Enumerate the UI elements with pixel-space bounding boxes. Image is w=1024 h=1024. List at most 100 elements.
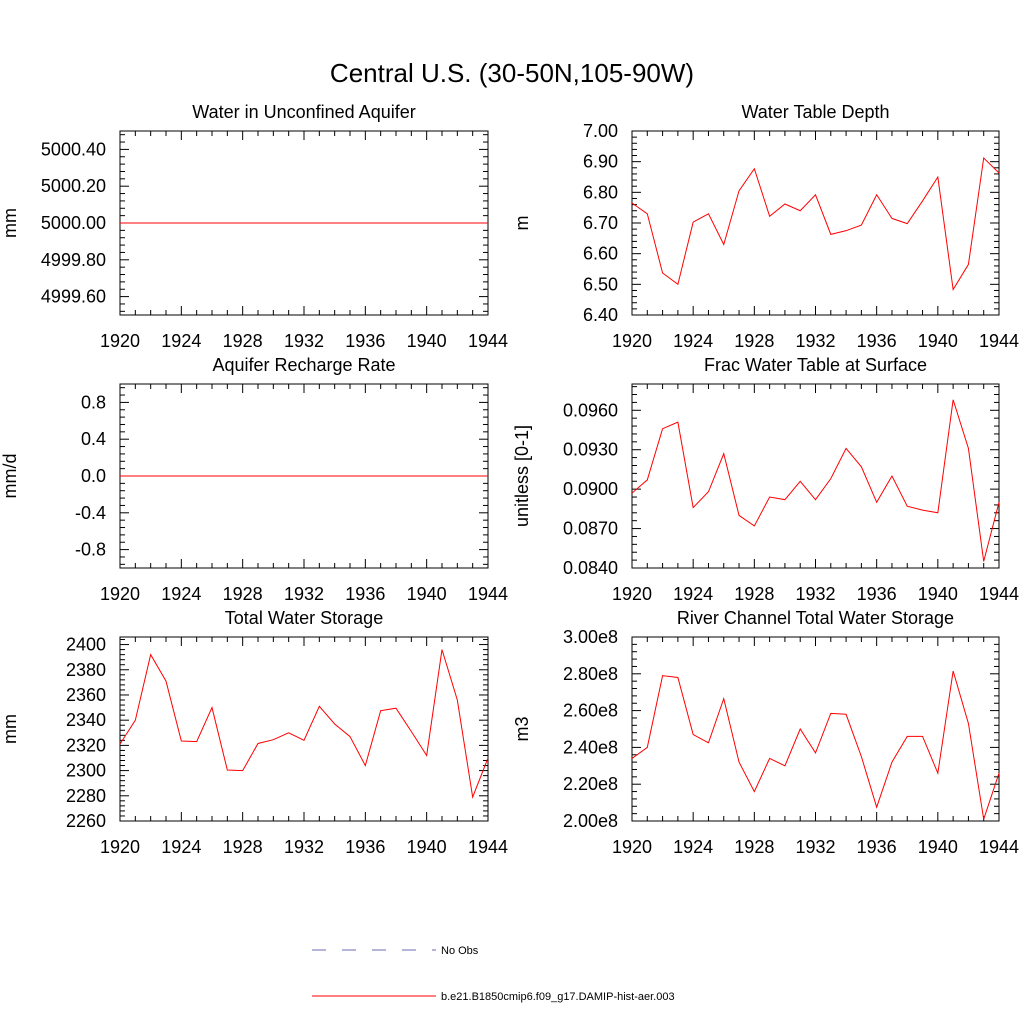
y-tick-label: 0.8 (81, 392, 106, 412)
x-tick-label: 1920 (612, 837, 652, 857)
x-tick-label: 1924 (161, 331, 201, 351)
x-tick-label: 1940 (918, 837, 958, 857)
y-tick-label: 2.20e8 (563, 774, 618, 794)
x-tick-label: 1940 (407, 584, 447, 604)
series-line-1 (119, 649, 489, 799)
y-tick-label: -0.8 (75, 540, 106, 560)
y-axis-label: m (512, 216, 532, 231)
y-tick-label: 2400 (66, 635, 106, 655)
chart-panel-5: Total Water Storage mm 1920 1924 1928 1932 193… (0, 608, 508, 857)
y-tick-label: 6.70 (583, 213, 618, 233)
x-tick-label: 1928 (223, 837, 263, 857)
x-tick-label: 1932 (284, 331, 324, 351)
plot-frame (119, 636, 489, 822)
x-tick-label: 1920 (612, 584, 652, 604)
figure-title: Central U.S. (30-50N,105-90W) (330, 58, 694, 88)
y-tick-label: 0.0930 (563, 440, 618, 460)
panel-title: Aquifer Recharge Rate (212, 355, 395, 375)
y-tick-label: 5000.40 (41, 139, 106, 159)
x-tick-label: 1944 (979, 331, 1019, 351)
y-tick-label: 3.00e8 (563, 627, 618, 647)
x-tick-label: 1932 (284, 584, 324, 604)
legend: No Obs b.e21.B1850cmip6.f09_g17.DAMIP-hi… (312, 945, 675, 1003)
chart-panel-2: Water Table Depth m 1920 1924 1928 1932 1936 19… (512, 102, 1019, 351)
x-tick-label: 1936 (345, 837, 385, 857)
x-tick-label: 1940 (407, 331, 447, 351)
x-tick-label: 1924 (161, 837, 201, 857)
legend-obs-label: No Obs (441, 945, 479, 957)
y-tick-label: 6.60 (583, 244, 618, 264)
panel-title: Total Water Storage (225, 608, 383, 628)
x-tick-label: 1920 (100, 837, 140, 857)
x-tick-label: 1932 (795, 584, 835, 604)
y-axis-label: mm (0, 208, 20, 238)
y-tick-label: 6.90 (583, 152, 618, 172)
panel-title: Water in Unconfined Aquifer (192, 102, 415, 122)
x-tick-label: 1944 (468, 331, 508, 351)
x-tick-label: 1924 (161, 584, 201, 604)
series-line-1 (631, 156, 1000, 292)
y-tick-label: 0.0840 (563, 558, 618, 578)
panel-title: River Channel Total Water Storage (677, 608, 954, 628)
x-tick-label: 1928 (223, 331, 263, 351)
series-line-1 (631, 399, 1000, 562)
y-tick-label: 2.60e8 (563, 701, 618, 721)
y-tick-label: 5000.20 (41, 176, 106, 196)
x-tick-label: 1940 (918, 584, 958, 604)
x-tick-label: 1920 (612, 331, 652, 351)
x-tick-label: 1928 (223, 584, 263, 604)
x-tick-label: 1936 (345, 331, 385, 351)
y-tick-label: 0.0 (81, 466, 106, 486)
y-tick-label: 2360 (66, 685, 106, 705)
panel-title: Water Table Depth (741, 102, 889, 122)
x-tick-label: 1932 (795, 837, 835, 857)
chart-panel-3: Aquifer Recharge Rate mm/d 1920 1924 1928 193… (0, 355, 508, 604)
x-tick-label: 1928 (734, 584, 774, 604)
x-tick-label: 1932 (284, 837, 324, 857)
y-tick-label: 4999.60 (41, 287, 106, 307)
x-tick-label: 1936 (345, 584, 385, 604)
y-tick-label: 2300 (66, 761, 106, 781)
y-tick-label: 0.0900 (563, 479, 618, 499)
x-tick-label: 1944 (979, 584, 1019, 604)
y-tick-label: 6.40 (583, 305, 618, 325)
x-tick-label: 1940 (407, 837, 447, 857)
x-tick-label: 1936 (857, 584, 897, 604)
y-tick-label: 2320 (66, 735, 106, 755)
x-tick-label: 1920 (100, 331, 140, 351)
x-tick-label: 1944 (468, 837, 508, 857)
chart-panel-4: Frac Water Table at Surface unitless [0-1… (512, 355, 1019, 604)
x-tick-label: 1936 (857, 837, 897, 857)
y-tick-label: 2.80e8 (563, 664, 618, 684)
y-tick-label: 2340 (66, 710, 106, 730)
y-axis-label: mm (0, 714, 20, 744)
x-tick-label: 1928 (734, 331, 774, 351)
y-tick-label: 2260 (66, 811, 106, 831)
chart-panel-1: Water in Unconfined Aquifer mm 1920 1924 192… (0, 102, 508, 351)
x-tick-label: 1936 (857, 331, 897, 351)
x-tick-label: 1924 (673, 837, 713, 857)
legend-model-label: b.e21.B1850cmip6.f09_g17.DAMIP-hist-aer.… (441, 991, 675, 1003)
x-tick-label: 1944 (979, 837, 1019, 857)
panel-title: Frac Water Table at Surface (704, 355, 927, 375)
x-tick-label: 1928 (734, 837, 774, 857)
y-tick-label: 2.00e8 (563, 811, 618, 831)
chart-panel-6: River Channel Total Water Storage m3 1920 1… (512, 608, 1019, 857)
y-tick-label: 6.50 (583, 274, 618, 294)
y-axis-label: unitless [0-1] (512, 425, 532, 527)
x-tick-label: 1924 (673, 584, 713, 604)
y-axis-label: mm/d (0, 454, 20, 499)
y-tick-label: 2380 (66, 660, 106, 680)
y-tick-label: 7.00 (583, 121, 618, 141)
y-tick-label: 0.0870 (563, 519, 618, 539)
y-tick-label: 0.4 (81, 429, 106, 449)
y-tick-label: 2.40e8 (563, 737, 618, 757)
y-axis-label: m3 (512, 716, 532, 741)
x-tick-label: 1920 (100, 584, 140, 604)
x-tick-label: 1932 (795, 331, 835, 351)
y-tick-label: 2280 (66, 786, 106, 806)
y-tick-label: 6.80 (583, 182, 618, 202)
y-tick-label: 5000.00 (41, 213, 106, 233)
panels: Water in Unconfined Aquifer mm 1920 1924 192… (0, 102, 1019, 857)
